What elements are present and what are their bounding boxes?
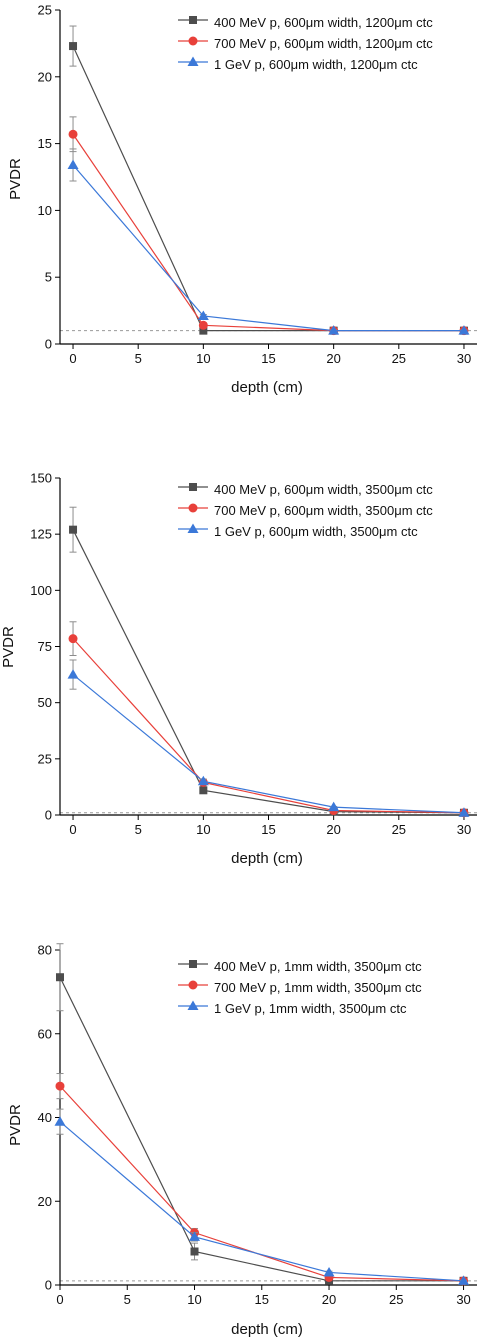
data-point	[328, 325, 340, 335]
y-axis-title: PVDR	[7, 1104, 24, 1146]
x-tick-label: 0	[56, 1292, 63, 1307]
x-tick-label: 15	[261, 351, 275, 366]
y-tick-label: 5	[45, 270, 52, 285]
x-axis-title: depth (cm)	[231, 1321, 303, 1338]
x-tick-label: 5	[124, 1292, 131, 1307]
y-tick-label: 10	[38, 203, 52, 218]
x-tick-label: 15	[255, 1292, 269, 1307]
data-point	[458, 1275, 470, 1285]
y-tick-label: 75	[38, 639, 52, 654]
y-tick-label: 40	[38, 1110, 52, 1125]
x-axis-title: depth (cm)	[231, 379, 303, 396]
data-point	[67, 669, 79, 679]
data-point	[198, 320, 208, 330]
x-tick-label: 25	[392, 351, 406, 366]
x-tick-label: 0	[69, 822, 76, 837]
data-point	[69, 525, 78, 534]
data-point	[68, 634, 78, 644]
data-point	[199, 326, 208, 335]
x-tick-label: 30	[456, 1292, 470, 1307]
y-tick-label: 15	[38, 136, 52, 151]
legend-label-400mev: 400 MeV p, 600μm width, 1200μm ctc	[214, 15, 433, 30]
data-point	[197, 310, 209, 320]
x-tick-label: 20	[326, 351, 340, 366]
x-axis-title: depth (cm)	[231, 850, 303, 867]
x-tick-label: 30	[457, 351, 471, 366]
y-tick-label: 0	[45, 1278, 52, 1293]
y-tick-label: 20	[38, 1194, 52, 1209]
x-tick-label: 20	[322, 1292, 336, 1307]
data-point	[68, 129, 78, 139]
legend-triangle-marker	[187, 523, 199, 533]
series-line	[72, 674, 464, 814]
legend-label-1gev: 1 GeV p, 600μm width, 1200μm ctc	[214, 57, 418, 72]
y-tick-label: 50	[38, 695, 52, 710]
x-tick-label: 0	[69, 351, 76, 366]
y-tick-label: 80	[38, 943, 52, 958]
legend-square-marker	[189, 483, 197, 491]
legend-label-700mev: 700 MeV p, 600μm width, 1200μm ctc	[214, 36, 433, 51]
x-tick-label: 25	[392, 822, 406, 837]
legend-label-1gev: 1 GeV p, 600μm width, 3500μm ctc	[214, 524, 418, 539]
y-tick-label: 0	[45, 337, 52, 352]
y-tick-label: 25	[38, 3, 52, 18]
data-point	[67, 159, 79, 169]
legend-label-400mev: 400 MeV p, 600μm width, 3500μm ctc	[214, 482, 433, 497]
x-tick-label: 10	[196, 822, 210, 837]
chart-panel-2: PVDR depth (cm) 400 MeV p, 600μm width, …	[0, 471, 477, 867]
y-axis-title: PVDR	[0, 626, 17, 668]
chart-panel-1: PVDR depth (cm) 400 MeV p, 600μm width, …	[7, 3, 477, 396]
data-point	[199, 786, 208, 795]
x-tick-label: 5	[135, 822, 142, 837]
y-tick-label: 25	[38, 751, 52, 766]
y-tick-label: 60	[38, 1026, 52, 1041]
data-point	[190, 1247, 199, 1256]
legend-label-700mev: 700 MeV p, 1mm width, 3500μm ctc	[214, 980, 422, 995]
data-point	[458, 325, 470, 335]
x-tick-label: 5	[135, 351, 142, 366]
legend-circle-marker	[188, 36, 198, 46]
data-point	[189, 1231, 201, 1241]
y-tick-label: 150	[30, 471, 52, 486]
series-line	[59, 1121, 464, 1282]
y-axis-title: PVDR	[7, 158, 24, 200]
x-tick-label: 10	[187, 1292, 201, 1307]
x-tick-label: 25	[389, 1292, 403, 1307]
legend-square-marker	[189, 16, 197, 24]
data-point	[458, 807, 470, 817]
y-tick-label: 20	[38, 69, 52, 84]
legend-square-marker	[189, 960, 197, 968]
y-tick-label: 100	[30, 583, 52, 598]
data-point	[69, 42, 78, 51]
data-point	[197, 775, 209, 786]
series-line	[72, 638, 464, 814]
legend-circle-marker	[188, 980, 198, 990]
data-point	[56, 973, 64, 982]
data-point	[328, 801, 340, 812]
legend-label-700mev: 700 MeV p, 600μm width, 3500μm ctc	[214, 503, 433, 518]
legend-label-400mev: 400 MeV p, 1mm width, 3500μm ctc	[214, 959, 422, 974]
y-tick-label: 125	[30, 527, 52, 542]
x-tick-label: 20	[326, 822, 340, 837]
data-point	[323, 1266, 335, 1277]
x-tick-label: 15	[261, 822, 275, 837]
chart-panel-3: PVDR depth (cm) 400 MeV p, 1mm width, 35…	[7, 943, 477, 1338]
legend-triangle-marker	[187, 56, 199, 66]
data-point	[54, 1116, 66, 1126]
y-tick-label: 0	[45, 808, 52, 823]
legend-circle-marker	[188, 503, 198, 513]
legend-triangle-marker	[187, 1000, 199, 1010]
x-tick-label: 10	[196, 351, 210, 366]
x-tick-label: 30	[457, 822, 471, 837]
series-line	[72, 164, 464, 332]
data-point	[55, 1081, 65, 1091]
legend-label-1gev: 1 GeV p, 1mm width, 3500μm ctc	[214, 1001, 407, 1016]
series-line	[59, 976, 464, 1282]
